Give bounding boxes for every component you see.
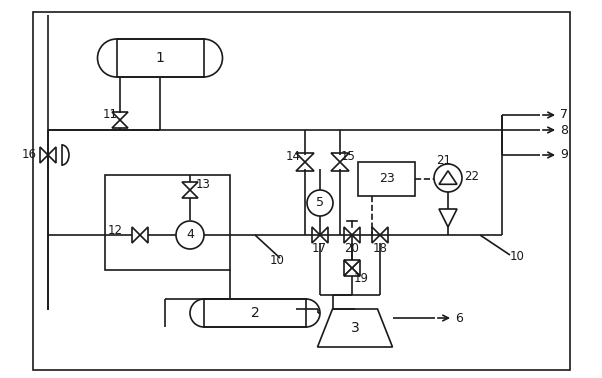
Text: 11: 11 — [103, 108, 118, 121]
Bar — [105, 175, 230, 270]
Polygon shape — [331, 153, 349, 162]
Text: 21: 21 — [436, 153, 451, 166]
Polygon shape — [331, 162, 349, 171]
Text: 14: 14 — [286, 150, 301, 163]
Text: 8: 8 — [560, 124, 568, 136]
Text: 23: 23 — [379, 172, 394, 186]
Polygon shape — [312, 227, 320, 243]
Polygon shape — [296, 162, 314, 171]
Circle shape — [176, 221, 204, 249]
Bar — [358, 162, 415, 196]
Text: 4: 4 — [186, 228, 194, 242]
Circle shape — [434, 164, 462, 192]
Circle shape — [307, 190, 333, 216]
Polygon shape — [344, 260, 360, 268]
Text: 22: 22 — [464, 169, 479, 183]
Text: 15: 15 — [341, 150, 356, 163]
Polygon shape — [439, 209, 457, 227]
Text: 20: 20 — [344, 242, 359, 254]
Text: 12: 12 — [108, 225, 123, 237]
Polygon shape — [352, 227, 360, 243]
Text: 6: 6 — [455, 311, 463, 324]
Polygon shape — [140, 227, 148, 243]
Polygon shape — [439, 171, 457, 184]
Text: 3: 3 — [350, 321, 359, 335]
Polygon shape — [380, 227, 388, 243]
Polygon shape — [182, 182, 198, 190]
Polygon shape — [317, 309, 393, 347]
Bar — [204, 299, 306, 327]
Polygon shape — [352, 260, 360, 276]
Polygon shape — [372, 227, 380, 243]
Text: 16: 16 — [22, 147, 37, 161]
Text: 19: 19 — [354, 271, 369, 285]
Polygon shape — [48, 147, 56, 163]
Text: 10: 10 — [510, 251, 525, 263]
Polygon shape — [296, 153, 314, 162]
Text: 9: 9 — [560, 149, 568, 161]
Text: 1: 1 — [155, 51, 164, 65]
Polygon shape — [132, 227, 140, 243]
Text: 18: 18 — [373, 242, 388, 254]
Text: 2: 2 — [250, 306, 259, 320]
Text: 13: 13 — [196, 178, 211, 191]
Polygon shape — [182, 190, 198, 198]
Polygon shape — [40, 147, 48, 163]
Bar — [117, 39, 203, 77]
Polygon shape — [344, 260, 352, 276]
Polygon shape — [344, 268, 360, 276]
Bar — [33, 12, 570, 370]
Text: 10: 10 — [270, 254, 285, 268]
Text: 17: 17 — [312, 242, 327, 254]
Polygon shape — [112, 112, 128, 120]
Polygon shape — [344, 227, 352, 243]
Text: 7: 7 — [560, 108, 568, 121]
Polygon shape — [320, 227, 328, 243]
Text: 5: 5 — [316, 197, 324, 209]
Polygon shape — [112, 120, 128, 128]
